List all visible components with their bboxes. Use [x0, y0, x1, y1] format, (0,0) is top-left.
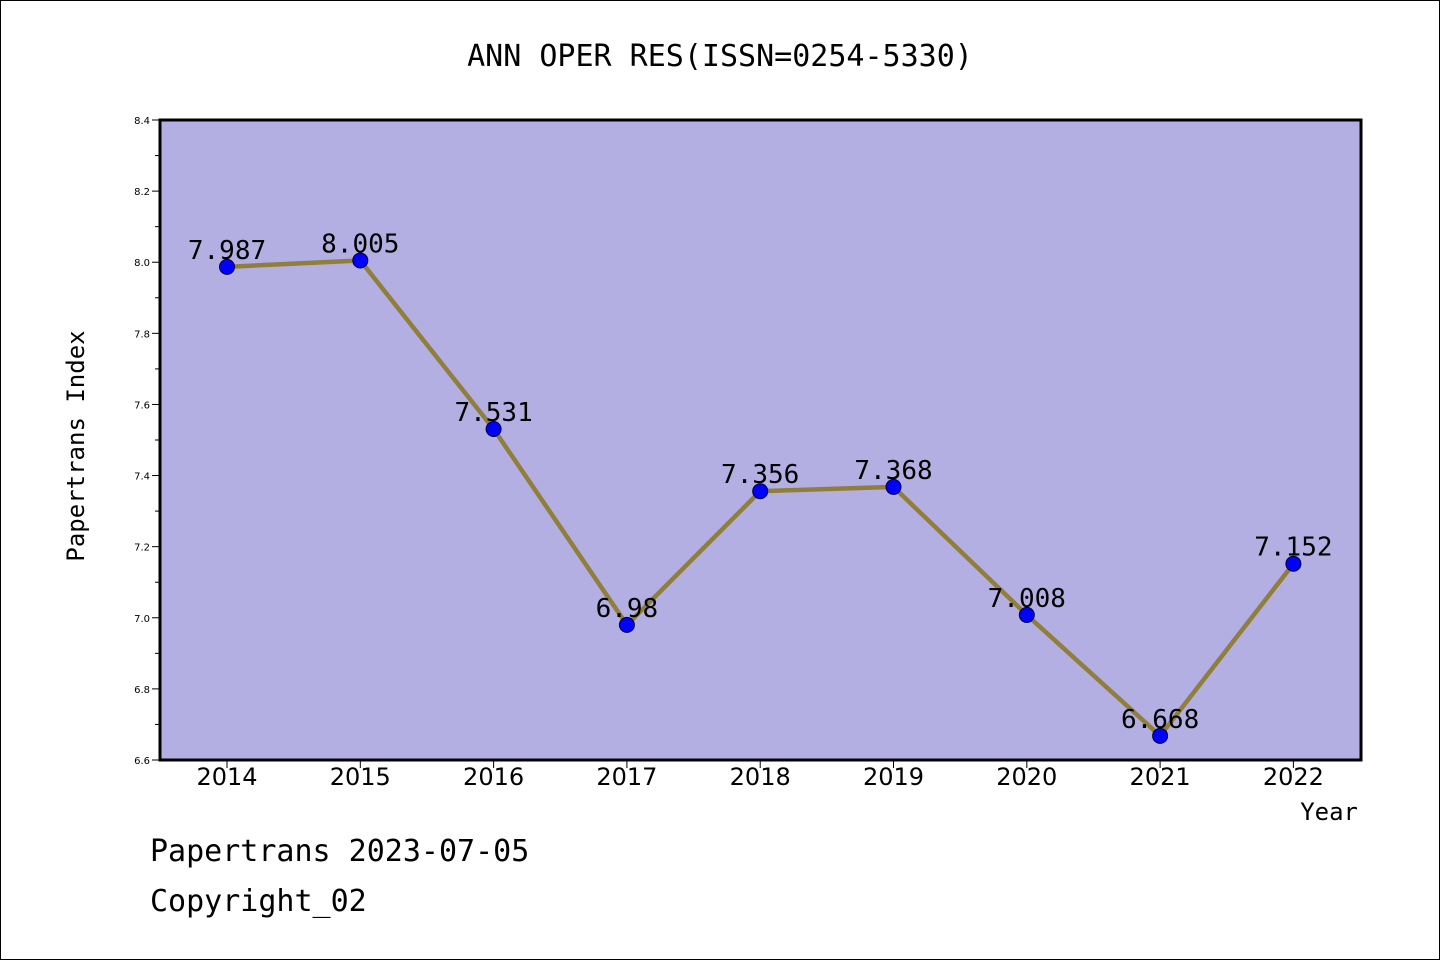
data-point [485, 420, 502, 437]
data-label: 7.152 [1254, 533, 1332, 563]
x-tick-label: 2021 [1130, 763, 1191, 791]
data-labels: 7.987 8.005 7.531 6.98 7.356 7.368 7.008 6.668 7… [188, 229, 1333, 734]
y-axis-label: Papertrans Index [62, 330, 90, 561]
x-tick-label: 2016 [463, 763, 524, 791]
data-point [752, 483, 769, 500]
footer-date: Papertrans 2023-07-05 [150, 834, 530, 869]
x-tick-label: 2019 [863, 763, 924, 791]
data-point [1152, 727, 1169, 744]
y-tick-label: 7.6 [134, 400, 150, 411]
x-tick-label: 2015 [330, 763, 391, 791]
x-axis: 2014 2015 2016 2017 2018 2019 2020 2021 2022 [196, 760, 1324, 791]
data-point [885, 478, 902, 495]
data-markers [219, 252, 1302, 744]
data-point [1018, 606, 1035, 623]
data-label: 7.368 [854, 456, 932, 486]
x-tick-label: 2014 [196, 763, 257, 791]
x-axis-label: Year [1300, 798, 1358, 826]
y-tick-label: 7.0 [134, 614, 150, 625]
data-point [352, 252, 369, 269]
data-label: 6.668 [1121, 705, 1199, 735]
x-tick-label: 2020 [996, 763, 1057, 791]
data-point [1285, 555, 1302, 572]
data-label: 8.005 [321, 229, 399, 259]
y-tick-label: 6.6 [134, 756, 150, 767]
data-label: 7.008 [988, 584, 1066, 614]
chart-title: ANN OPER RES(ISSN=0254-5330) [467, 39, 973, 74]
x-tick-label: 2018 [730, 763, 791, 791]
y-tick-label: 7.8 [134, 329, 150, 340]
data-point [618, 616, 635, 633]
data-label: 7.531 [454, 398, 532, 428]
x-tick-label: 2022 [1263, 763, 1324, 791]
y-tick-label: 7.2 [134, 543, 150, 554]
data-label: 7.987 [188, 236, 266, 266]
y-axis: 6.6 6.8 7.0 7.2 7.4 7.6 7.8 8.0 8.2 8.4 [134, 116, 160, 767]
y-tick-label: 8.0 [134, 258, 150, 269]
y-tick-label: 6.8 [134, 685, 150, 696]
plot-area [158, 118, 1363, 762]
x-tick-label: 2017 [596, 763, 657, 791]
footer-copyright: Copyright_02 [150, 884, 367, 919]
data-label: 7.356 [721, 460, 799, 490]
data-label: 6.98 [596, 594, 659, 624]
y-tick-label: 8.4 [134, 116, 150, 127]
y-tick-label: 7.4 [134, 472, 150, 483]
data-point [219, 258, 235, 275]
y-tick-label: 8.2 [134, 187, 150, 198]
